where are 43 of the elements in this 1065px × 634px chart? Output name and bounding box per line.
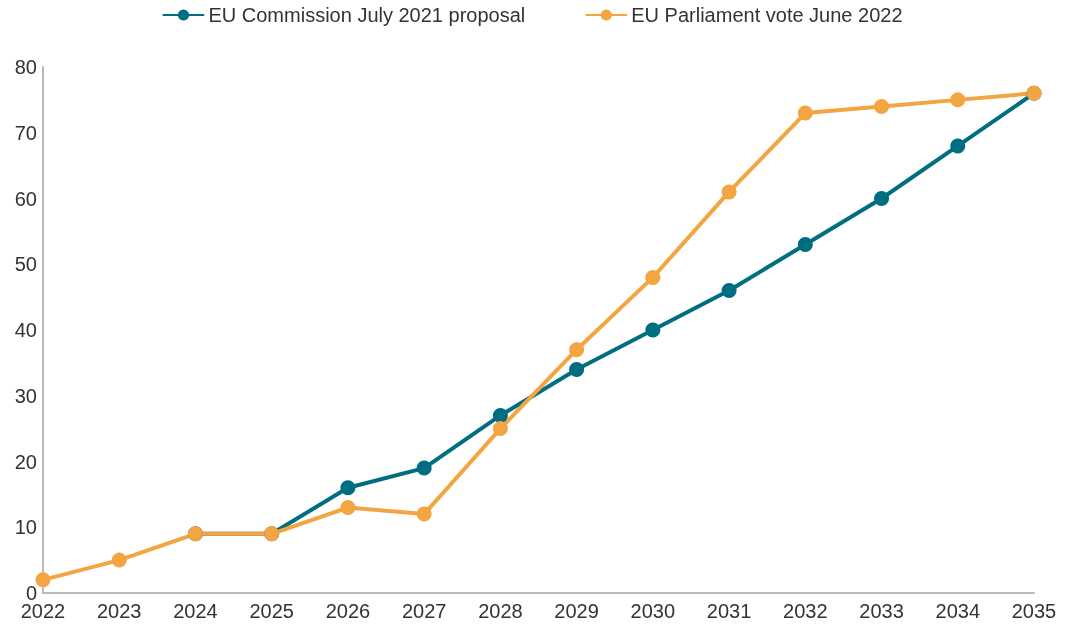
x-tick-label: 2025 (249, 600, 294, 622)
y-tick-label: 20 (14, 450, 37, 473)
y-tick-label: 40 (14, 319, 37, 341)
legend-label: EU Commission July 2021 proposal (208, 4, 526, 26)
x-tick-label: 2027 (401, 600, 447, 622)
point (950, 138, 966, 154)
y-tick-label: 10 (14, 516, 37, 539)
point (797, 237, 813, 253)
point (797, 105, 813, 121)
x-tick-label: 2024 (173, 600, 218, 622)
point (492, 421, 508, 437)
point (340, 480, 356, 496)
x-tick-label: 2031 (706, 600, 752, 622)
x-tick-label: 2035 (1011, 600, 1057, 622)
point (721, 283, 737, 299)
point (645, 269, 661, 285)
point (721, 184, 737, 200)
point (874, 98, 890, 114)
point (35, 572, 51, 588)
legend-label: EU Parliament vote June 2022 (631, 4, 903, 26)
point (569, 342, 585, 358)
point (340, 500, 356, 516)
y-tick-label: 60 (14, 187, 37, 210)
y-tick-label: 30 (14, 384, 37, 407)
point (950, 92, 966, 108)
point (416, 460, 432, 476)
y-tick-label: 70 (14, 121, 37, 144)
point (874, 191, 890, 206)
y-tick-label: 80 (14, 56, 37, 78)
x-tick-label: 2034 (935, 600, 981, 622)
y-tick-label: 50 (14, 253, 37, 276)
x-tick-label: 2032 (783, 600, 828, 622)
point (111, 552, 127, 568)
x-tick-label: 2029 (554, 600, 599, 622)
x-tick-label: 2028 (478, 600, 523, 622)
x-tick-label: 2033 (859, 600, 904, 622)
x-tick-label: 2026 (325, 600, 371, 622)
point (645, 322, 661, 338)
x-tick-label: 2023 (96, 600, 142, 622)
point (492, 407, 508, 423)
point (416, 506, 432, 522)
x-tick-label: 2030 (630, 600, 676, 622)
point (569, 361, 585, 377)
